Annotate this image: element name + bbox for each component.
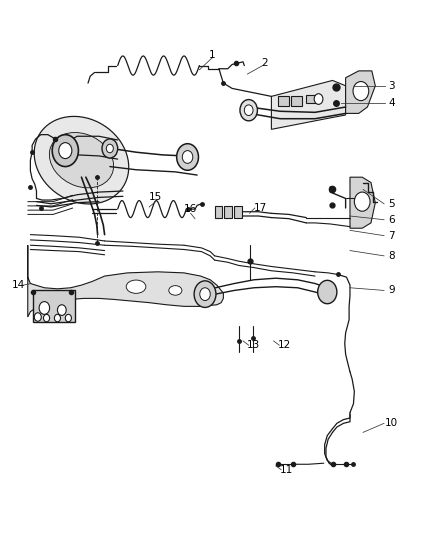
Ellipse shape [126, 280, 146, 293]
Circle shape [39, 302, 49, 314]
Circle shape [102, 139, 118, 158]
Circle shape [52, 135, 78, 166]
Text: 8: 8 [388, 251, 395, 261]
Text: 14: 14 [11, 280, 25, 290]
Text: 15: 15 [149, 192, 162, 203]
Bar [278, 96, 289, 106]
Text: 11: 11 [280, 465, 293, 474]
Text: 12: 12 [278, 340, 291, 350]
Bar [234, 206, 242, 217]
Circle shape [43, 314, 49, 322]
Polygon shape [346, 71, 375, 114]
Circle shape [54, 314, 60, 322]
Bar [215, 206, 223, 217]
Bar [291, 96, 302, 106]
Polygon shape [272, 80, 346, 130]
Circle shape [240, 100, 258, 121]
Text: 1: 1 [209, 50, 216, 60]
Text: 6: 6 [388, 215, 395, 225]
Bar [306, 95, 316, 103]
Circle shape [182, 151, 193, 164]
Circle shape [177, 144, 198, 170]
Text: 16: 16 [184, 204, 197, 214]
Ellipse shape [49, 133, 113, 188]
Circle shape [59, 143, 72, 159]
Ellipse shape [169, 286, 182, 295]
Text: 17: 17 [254, 203, 267, 213]
Circle shape [200, 288, 210, 301]
Circle shape [194, 281, 216, 308]
Circle shape [354, 192, 370, 211]
Text: 4: 4 [388, 98, 395, 108]
Polygon shape [28, 245, 223, 317]
Text: 3: 3 [388, 81, 395, 91]
Bar [224, 206, 232, 217]
Circle shape [65, 314, 71, 322]
Bar [33, 290, 75, 322]
Ellipse shape [34, 116, 129, 204]
Circle shape [318, 280, 337, 304]
Text: 10: 10 [385, 418, 398, 429]
Circle shape [57, 305, 66, 316]
Text: 5: 5 [388, 199, 395, 209]
Text: 7: 7 [388, 231, 395, 241]
Text: 2: 2 [261, 59, 268, 68]
Text: 9: 9 [388, 286, 395, 295]
Circle shape [244, 105, 253, 116]
Circle shape [106, 144, 113, 153]
Circle shape [314, 94, 323, 104]
Circle shape [353, 82, 369, 101]
Polygon shape [350, 177, 375, 228]
Circle shape [34, 313, 41, 321]
Text: 13: 13 [247, 340, 261, 350]
